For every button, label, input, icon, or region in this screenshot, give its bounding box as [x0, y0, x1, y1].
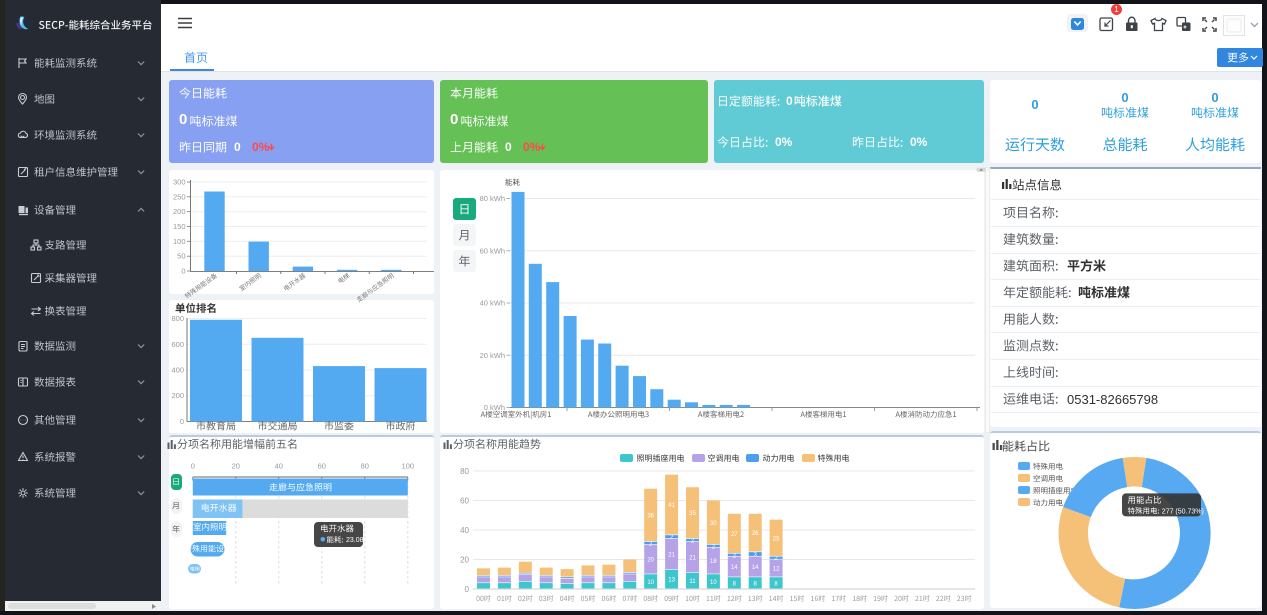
- svg-text:35: 35: [689, 511, 696, 517]
- svg-text:3: 3: [754, 553, 758, 559]
- svg-text:20: 20: [460, 556, 469, 565]
- svg-text:2: 2: [712, 544, 716, 550]
- svg-text:26: 26: [752, 531, 759, 537]
- svg-text:12: 12: [773, 567, 780, 573]
- svg-text:40: 40: [275, 462, 283, 471]
- svg-text:13: 13: [668, 578, 675, 584]
- svg-text:0: 0: [180, 417, 184, 426]
- svg-text:21: 21: [668, 553, 675, 559]
- svg-text:30: 30: [710, 521, 717, 527]
- svg-text:10: 10: [710, 580, 717, 586]
- svg-text:0 kWh: 0 kWh: [484, 403, 505, 412]
- svg-text:80: 80: [460, 467, 469, 476]
- svg-text:100: 100: [173, 237, 186, 246]
- svg-text:50: 50: [177, 252, 185, 261]
- svg-text:600: 600: [171, 339, 184, 348]
- svg-text:11: 11: [689, 579, 696, 585]
- svg-text:8: 8: [774, 581, 778, 587]
- svg-text:0: 0: [191, 462, 195, 471]
- svg-text:27: 27: [731, 532, 738, 538]
- svg-text:80 kWh: 80 kWh: [480, 194, 505, 203]
- svg-text:36: 36: [647, 514, 654, 520]
- svg-text:60: 60: [460, 497, 469, 506]
- svg-text:8: 8: [733, 581, 737, 587]
- svg-text:18: 18: [710, 559, 717, 565]
- svg-text:60 kWh: 60 kWh: [480, 247, 505, 256]
- svg-text:14: 14: [752, 565, 759, 571]
- svg-text:400: 400: [171, 365, 184, 374]
- svg-text:20: 20: [647, 558, 654, 564]
- svg-text:200: 200: [171, 391, 184, 400]
- svg-text:2: 2: [733, 553, 737, 559]
- svg-text:300: 300: [173, 178, 186, 187]
- svg-text:40: 40: [460, 526, 469, 535]
- svg-text:100: 100: [402, 462, 415, 471]
- svg-text:10: 10: [647, 580, 654, 586]
- svg-text:2: 2: [774, 556, 778, 562]
- svg-text:60: 60: [318, 462, 326, 471]
- svg-text:200: 200: [173, 207, 186, 216]
- svg-text:20 kWh: 20 kWh: [480, 351, 505, 360]
- svg-text:25: 25: [773, 536, 780, 542]
- svg-text:21: 21: [689, 556, 696, 562]
- svg-text:20: 20: [232, 462, 240, 471]
- svg-text:0: 0: [465, 585, 470, 594]
- svg-text:800: 800: [171, 314, 184, 323]
- svg-text:80: 80: [361, 462, 369, 471]
- svg-text:0: 0: [181, 267, 185, 276]
- svg-text:2: 2: [691, 539, 695, 545]
- svg-text:41: 41: [668, 503, 675, 509]
- svg-text:2: 2: [670, 535, 674, 541]
- svg-text:250: 250: [173, 192, 186, 201]
- svg-text:14: 14: [731, 565, 738, 571]
- svg-text:40 kWh: 40 kWh: [480, 299, 505, 308]
- svg-text:2: 2: [649, 542, 653, 548]
- svg-text:150: 150: [173, 222, 186, 231]
- svg-text:8: 8: [754, 581, 758, 587]
